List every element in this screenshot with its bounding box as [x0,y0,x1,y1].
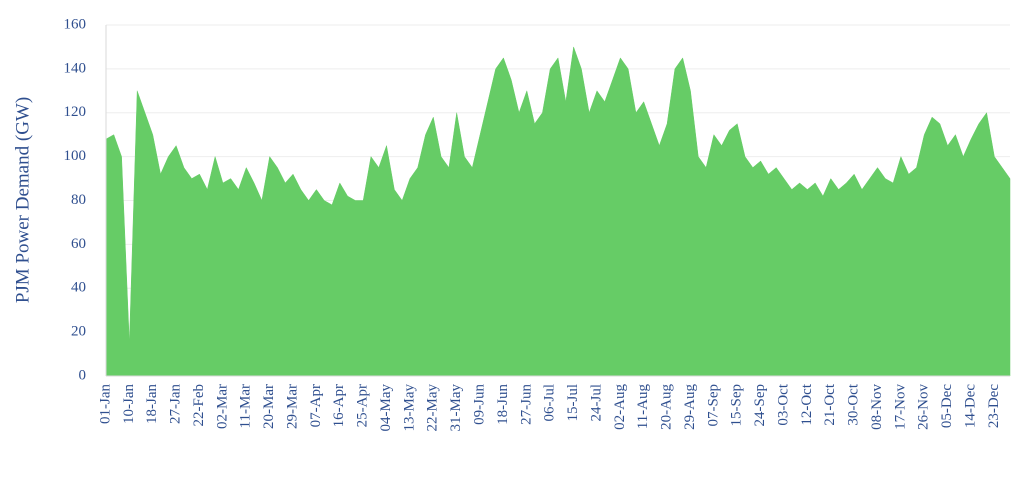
x-tick-label: 03-Oct [775,383,791,425]
y-tick-label: 80 [71,192,86,208]
x-tick-label: 27-Jun [518,384,534,425]
x-tick-label: 26-Nov [916,384,932,430]
x-tick-label: 16-Apr [331,384,347,427]
x-tick-label: 11-Mar [238,384,254,428]
x-tick-label: 18-Jan [144,384,160,424]
x-tick-label: 24-Sep [752,384,768,427]
x-tick-label: 07-Apr [308,384,324,427]
x-tick-label: 08-Nov [869,384,885,430]
y-axis-title: PJM Power Demand (GW) [12,97,33,303]
x-tick-label: 23-Dec [986,384,1002,428]
x-tick-label: 06-Jul [542,384,558,422]
y-tick-label: 160 [64,16,87,32]
x-tick-label: 29-Aug [682,384,698,430]
x-tick-label: 31-May [448,384,464,432]
y-tick-label: 20 [71,324,86,340]
x-tick-label: 20-Aug [659,384,675,430]
x-tick-label: 25-Apr [355,384,371,427]
x-tick-label: 27-Jan [168,384,184,424]
x-tick-label: 15-Jul [565,384,581,422]
x-tick-label: 29-Mar [284,384,300,429]
y-tick-label: 140 [64,60,87,76]
x-tick-label: 24-Jul [588,384,604,422]
x-tick-label: 21-Oct [822,383,838,425]
x-tick-label: 11-Aug [635,384,651,430]
x-tick-label: 07-Sep [705,384,721,427]
x-tick-label: 10-Jan [121,384,137,424]
x-tick-label: 05-Dec [939,384,955,428]
y-tick-label: 120 [64,104,87,120]
y-tick-label: 40 [71,280,86,296]
x-tick-label: 01-Jan [97,384,113,424]
x-tick-label: 12-Oct [799,383,815,425]
x-tick-label: 15-Sep [729,384,745,427]
x-tick-label: 09-Jun [472,384,488,425]
x-tick-label: 18-Jun [495,384,511,425]
y-tick-label: 0 [79,367,87,383]
x-tick-label: 22-May [425,384,441,432]
x-tick-label: 17-Nov [892,384,908,430]
x-tick-label: 20-Mar [261,384,277,429]
x-tick-label: 02-Mar [214,384,230,429]
x-tick-label: 13-May [401,384,417,432]
x-tick-label: 22-Feb [191,384,207,427]
y-tick-label: 100 [64,148,87,164]
x-tick-label: 30-Oct [846,383,862,425]
x-tick-label: 04-May [378,384,394,432]
x-tick-label: 14-Dec [962,384,978,428]
area [105,46,1011,377]
x-tick-label: 02-Aug [612,384,628,430]
y-tick-label: 60 [71,236,86,252]
